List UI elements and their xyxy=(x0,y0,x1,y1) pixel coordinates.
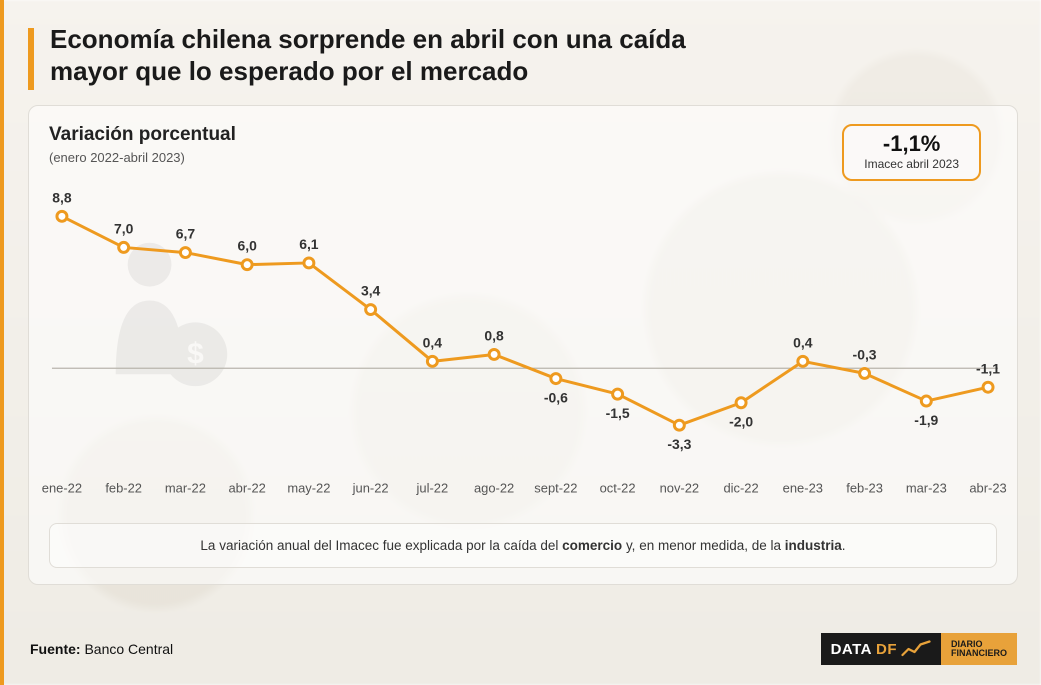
x-axis-label: jul-22 xyxy=(416,481,449,496)
data-marker xyxy=(921,396,931,406)
brand-block: DATA DF DIARIO FINANCIERO xyxy=(821,633,1017,665)
data-marker xyxy=(983,383,993,393)
explain-text: y, en menor medida, de la xyxy=(622,538,785,553)
callout-value: -1,1% xyxy=(864,132,959,156)
explain-text: . xyxy=(842,538,846,553)
brand-line2: FINANCIERO xyxy=(951,649,1007,658)
value-label: -0,3 xyxy=(853,347,877,363)
data-marker xyxy=(242,260,252,270)
value-label: -1,1 xyxy=(976,361,1000,377)
value-label: 0,4 xyxy=(793,335,813,351)
value-label: -1,5 xyxy=(606,405,630,421)
x-axis-label: feb-23 xyxy=(846,481,883,496)
brand-diario-financiero: DIARIO FINANCIERO xyxy=(941,633,1017,665)
data-marker xyxy=(427,357,437,367)
value-label: -1,9 xyxy=(914,412,938,428)
footer: Fuente: Banco Central DATA DF DIARIO FIN… xyxy=(30,633,1017,665)
value-label: -2,0 xyxy=(729,414,753,430)
value-label: 0,4 xyxy=(423,335,443,351)
value-label: 6,7 xyxy=(176,226,196,242)
value-label: 7,0 xyxy=(114,221,134,237)
x-axis-label: ene-22 xyxy=(42,481,82,496)
x-axis-label: jun-22 xyxy=(352,481,389,496)
value-label: 6,1 xyxy=(299,236,319,252)
data-marker xyxy=(798,357,808,367)
chart-card: Variación porcentual (enero 2022-abril 2… xyxy=(28,105,1018,585)
x-axis-label: abr-23 xyxy=(969,481,1006,496)
x-axis-label: ene-23 xyxy=(783,481,823,496)
source-line: Fuente: Banco Central xyxy=(30,641,173,657)
brand-data-df: DATA DF xyxy=(821,633,941,665)
data-marker xyxy=(489,350,499,360)
x-axis-label: mar-22 xyxy=(165,481,206,496)
data-marker xyxy=(57,212,67,222)
data-marker xyxy=(551,374,561,384)
series-line xyxy=(62,217,988,426)
page: Economía chilena sorprende en abril con … xyxy=(0,0,1041,685)
data-marker xyxy=(119,243,129,253)
x-axis-label: mar-23 xyxy=(906,481,947,496)
x-axis-label: dic-22 xyxy=(723,481,758,496)
value-label: -3,3 xyxy=(667,437,691,453)
x-axis-label: nov-22 xyxy=(660,481,700,496)
title-block: Economía chilena sorprende en abril con … xyxy=(22,24,1019,87)
value-label: 6,0 xyxy=(237,238,257,254)
data-marker xyxy=(613,390,623,400)
svg-text:$: $ xyxy=(187,338,204,371)
data-marker xyxy=(736,398,746,408)
left-accent-bar xyxy=(0,0,4,685)
x-axis-label: abr-22 xyxy=(228,481,265,496)
source-value: Banco Central xyxy=(84,641,173,657)
brand-data-text: DATA xyxy=(831,641,872,658)
x-axis-label: ago-22 xyxy=(474,481,514,496)
explain-bold-2: industria xyxy=(785,538,842,553)
callout-sublabel: Imacec abril 2023 xyxy=(864,157,959,171)
explain-text: La variación anual del Imacec fue explic… xyxy=(200,538,562,553)
explain-bold-1: comercio xyxy=(562,538,622,553)
data-marker xyxy=(366,305,376,315)
brand-chart-icon xyxy=(901,640,931,658)
data-marker xyxy=(674,421,684,431)
brand-df-text: DF xyxy=(876,641,897,658)
data-marker xyxy=(860,369,870,379)
chart-callout: -1,1% Imacec abril 2023 xyxy=(842,124,981,180)
watermark-silhouette: $ xyxy=(116,243,228,386)
x-axis-label: oct-22 xyxy=(600,481,636,496)
value-label: 3,4 xyxy=(361,283,381,299)
value-label: 0,8 xyxy=(484,328,504,344)
x-axis-label: feb-22 xyxy=(105,481,142,496)
source-label: Fuente: xyxy=(30,641,81,657)
x-axis-label: sept-22 xyxy=(534,481,577,496)
x-axis-label: may-22 xyxy=(287,481,330,496)
value-label: 8,8 xyxy=(52,190,72,206)
page-title: Economía chilena sorprende en abril con … xyxy=(50,24,750,87)
value-label: -0,6 xyxy=(544,390,568,406)
data-marker xyxy=(304,258,314,268)
data-marker xyxy=(180,248,190,258)
chart-explanation: La variación anual del Imacec fue explic… xyxy=(49,523,997,568)
title-accent-bar xyxy=(28,28,34,90)
